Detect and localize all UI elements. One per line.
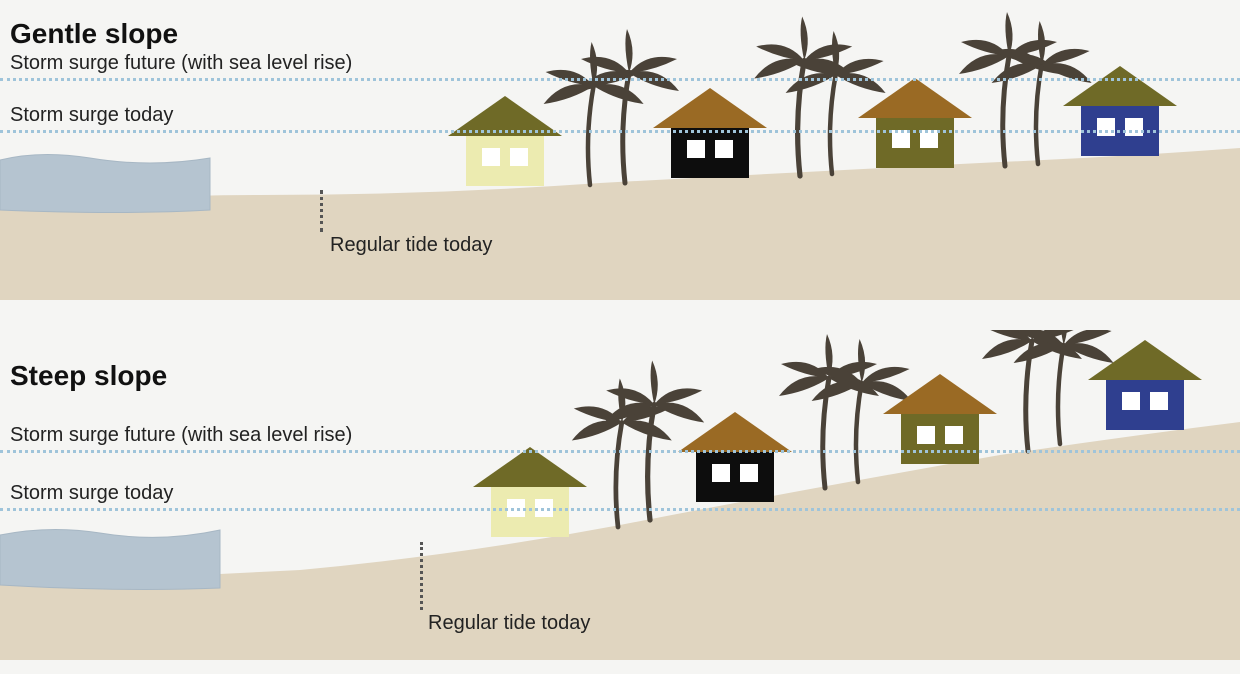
- house-icon: [1088, 340, 1202, 430]
- trees-gentle: [544, 12, 1092, 185]
- tide-marker-gentle: [320, 190, 323, 232]
- surge-future-label-gentle: Storm surge future (with sea level rise): [10, 52, 352, 75]
- panel-steep-slope: Steep slope Storm surge future (with sea…: [0, 330, 1240, 674]
- surge-future-line-gentle: [0, 78, 1240, 81]
- house-icon: [448, 96, 562, 186]
- water-steep: [0, 529, 220, 589]
- house-icon: [473, 447, 587, 537]
- panel-gentle-slope: Gentle slope Storm surge future (with se…: [0, 0, 1240, 300]
- tide-label-gentle: Regular tide today: [330, 234, 492, 257]
- scene-gentle: [0, 0, 1240, 300]
- surge-today-label-gentle: Storm surge today: [10, 104, 173, 127]
- panel-gap: [0, 300, 1240, 330]
- house-icon: [678, 412, 792, 502]
- tide-label-steep: Regular tide today: [428, 612, 590, 635]
- title-steep: Steep slope: [10, 360, 167, 392]
- tide-marker-steep: [420, 542, 423, 610]
- house-icon: [858, 78, 972, 168]
- surge-today-line-steep: [0, 508, 1240, 511]
- palm-tree-icon: [754, 17, 854, 177]
- surge-today-line-gentle: [0, 130, 1240, 133]
- title-gentle: Gentle slope: [10, 18, 178, 50]
- scene-steep: [0, 330, 1240, 674]
- surge-future-label-steep: Storm surge future (with sea level rise): [10, 424, 352, 447]
- surge-today-label-steep: Storm surge today: [10, 482, 173, 505]
- house-icon: [653, 88, 767, 178]
- water-gentle: [0, 154, 210, 212]
- surge-future-line-steep: [0, 450, 1240, 453]
